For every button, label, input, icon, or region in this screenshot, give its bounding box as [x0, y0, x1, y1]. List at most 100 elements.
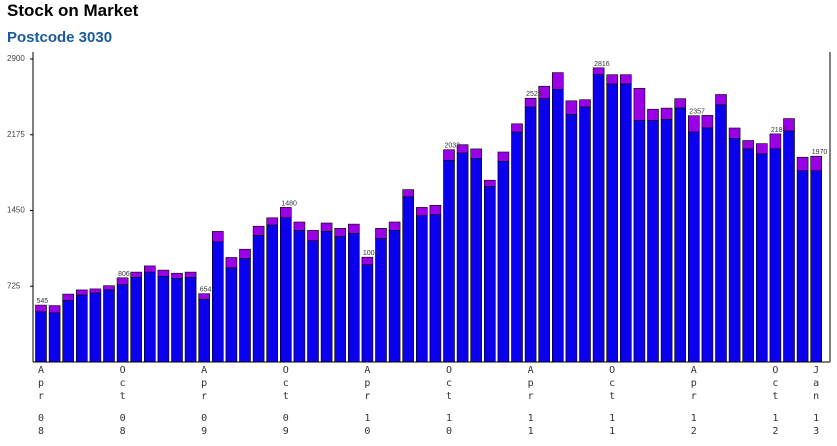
bar-top-segment: [483, 179, 496, 187]
bar-base-segment: [130, 277, 142, 363]
y-tick-label: 2175: [7, 130, 25, 139]
bar-base-segment: [810, 170, 823, 363]
bar-base-segment: [524, 106, 537, 363]
bar-top-segment: [89, 288, 102, 294]
x-tick-month-char: c: [609, 378, 615, 389]
x-tick-year-char: 9: [201, 426, 207, 437]
bar-top-segment: [592, 67, 605, 76]
y-axis: 725 1450 2175 2900: [7, 52, 34, 362]
x-tick-month-char: A: [201, 365, 207, 376]
bar-top-segment: [62, 293, 75, 301]
x-tick-label: Oct 0 8: [120, 365, 126, 437]
x-tick-year-char: 1: [364, 413, 370, 424]
bar-top-segment: [687, 115, 700, 133]
bar-top-segment: [225, 257, 238, 269]
data-label: 2357: [689, 109, 705, 116]
bar-base-segment: [62, 300, 75, 363]
x-tick-month-char: A: [691, 365, 697, 376]
bar-top-segment: [728, 127, 741, 139]
bar-top-segment: [647, 108, 659, 121]
x-tick-month-char: t: [446, 391, 452, 402]
bar-top-segment: [701, 115, 714, 129]
x-tick-month-char: c: [283, 378, 289, 389]
bar-top-segment: [334, 228, 347, 238]
bar-top-segment: [252, 225, 265, 236]
x-tick-month-char: A: [38, 365, 44, 376]
bar-base-segment: [279, 217, 292, 363]
x-tick-year-char: 2: [772, 426, 778, 437]
bar-base-segment: [497, 161, 510, 363]
bar-base-segment: [701, 127, 714, 363]
x-tick-month-char: J: [813, 365, 819, 376]
bar-top-segment: [266, 217, 279, 226]
bar-top-segment: [388, 221, 401, 231]
bar-base-segment: [592, 74, 605, 363]
bar-top-segment: [633, 88, 646, 122]
bar-base-segment: [443, 160, 455, 363]
x-tick-year-char: 8: [120, 426, 126, 437]
bar-top-segment: [810, 155, 823, 172]
x-tick-month-char: p: [528, 378, 534, 389]
bar-base-segment: [755, 153, 768, 363]
x-tick-month-char: n: [813, 391, 819, 402]
x-tick-year-char: 1: [528, 426, 534, 437]
bar-base-segment: [511, 131, 523, 363]
bar-top-segment: [429, 205, 442, 216]
x-tick-year-char: 0: [283, 413, 289, 424]
bar-base-segment: [538, 98, 551, 363]
bar-base-segment: [606, 83, 619, 363]
bar-top-segment: [76, 289, 88, 296]
bar-base-segment: [565, 114, 578, 363]
bar-top-segment: [524, 97, 537, 108]
bar-base-segment: [796, 170, 809, 363]
x-tick-year-char: 3: [813, 426, 819, 437]
bar-base-segment: [647, 120, 659, 363]
bar-top-segment: [320, 222, 333, 232]
bar-base-segment: [633, 120, 646, 363]
bar-top-segment: [415, 207, 428, 217]
x-tick-month-char: r: [38, 391, 44, 402]
x-tick-label: Apr 1 2: [691, 365, 697, 437]
x-tick-label: Apr 1 0: [364, 365, 370, 437]
bar-top-segment: [551, 72, 564, 90]
bar-top-segment: [279, 207, 292, 219]
bar-base-segment: [674, 107, 687, 363]
x-tick-month-char: a: [813, 378, 819, 389]
bar-base-segment: [579, 106, 591, 363]
x-tick-month-char: r: [691, 391, 697, 402]
x-tick-year-char: 8: [38, 426, 44, 437]
bar-top-segment: [293, 221, 306, 231]
bar-base-segment: [715, 104, 727, 363]
data-label: 806: [118, 271, 130, 278]
x-tick-month-char: O: [283, 365, 289, 376]
x-tick-label: Apr 0 9: [201, 365, 207, 437]
bar-base-segment: [35, 311, 47, 363]
data-label: 654: [200, 287, 212, 294]
data-label: 2183: [771, 127, 787, 134]
x-tick-year-char: 1: [813, 413, 819, 424]
bar-base-segment: [212, 241, 224, 363]
bar-base-segment: [144, 271, 156, 363]
y-tick-label: 1450: [7, 206, 25, 215]
bar-base-segment: [742, 148, 755, 363]
bar-base-segment: [687, 131, 700, 363]
bar-base-segment: [184, 277, 197, 363]
x-tick-label: Oct 0 9: [283, 365, 289, 437]
bar-top-segment: [103, 285, 115, 291]
bar-top-segment: [375, 228, 387, 240]
y-tick-label: 2900: [7, 54, 25, 63]
x-axis: Apr08Oct08Apr09Oct09Apr10Oct10Apr11Oct11…: [33, 52, 831, 437]
bar-top-segment: [511, 123, 523, 133]
bar-base-segment: [293, 230, 306, 363]
bar-base-segment: [483, 186, 496, 363]
bar-base-segment: [171, 278, 183, 363]
bar-top-segment: [443, 149, 455, 161]
x-tick-year-char: 1: [528, 413, 534, 424]
x-tick-year-char: 1: [772, 413, 778, 424]
bar-base-segment: [48, 312, 61, 363]
x-tick-month-char: r: [364, 391, 370, 402]
bar-base-segment: [347, 233, 360, 363]
bar-top-segment: [769, 133, 782, 150]
bar-top-segment: [402, 189, 415, 198]
